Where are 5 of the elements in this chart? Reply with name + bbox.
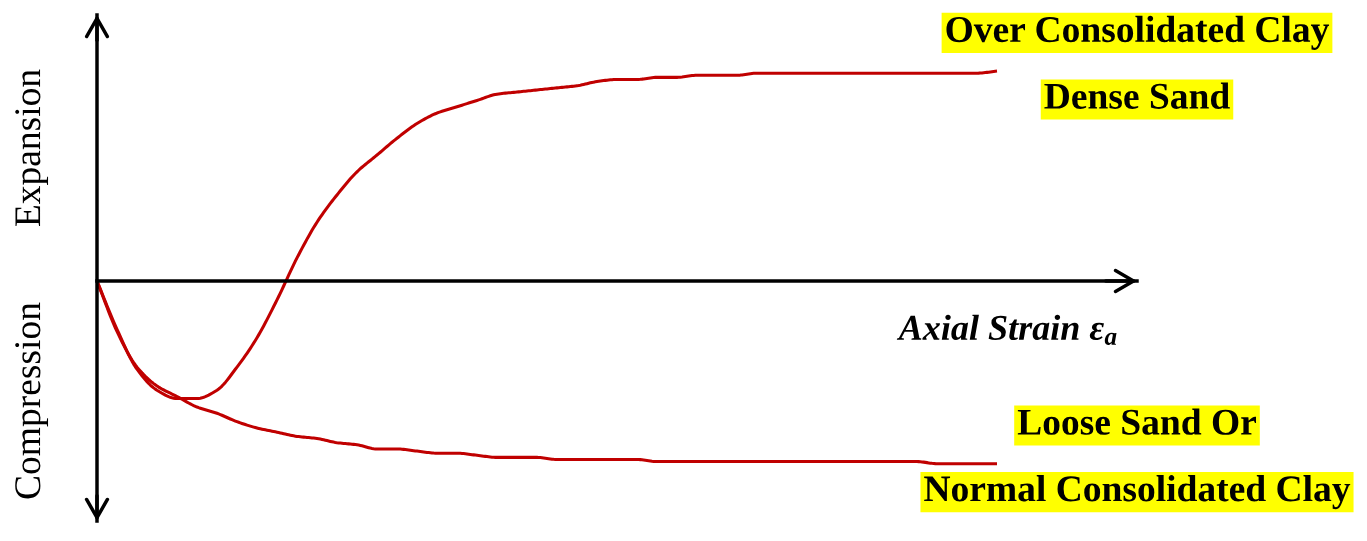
text: Expansion — [15, 69, 49, 227]
series-label: Over Consolidated Clay Dense Sand — [946, 15, 1330, 109]
x-axis-title: Axial Strain ε$_{a}$ — [896, 314, 1117, 345]
series-label: Loose Sand Or Normal Consolidated Clay — [924, 408, 1351, 510]
text: Compression — [15, 302, 49, 499]
